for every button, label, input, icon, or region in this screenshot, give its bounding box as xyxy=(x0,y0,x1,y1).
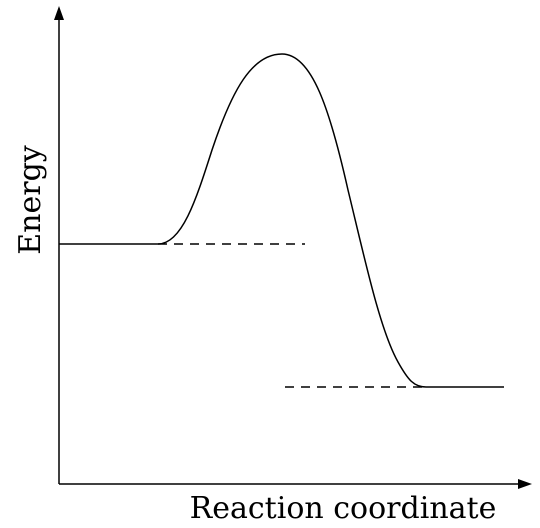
energy-profile-curve xyxy=(59,53,504,388)
y-axis-label: Energy xyxy=(13,145,48,255)
x-axis-label: Reaction coordinate xyxy=(190,491,497,526)
x-axis-arrowhead xyxy=(518,479,532,489)
y-axis-arrowhead xyxy=(54,6,64,20)
